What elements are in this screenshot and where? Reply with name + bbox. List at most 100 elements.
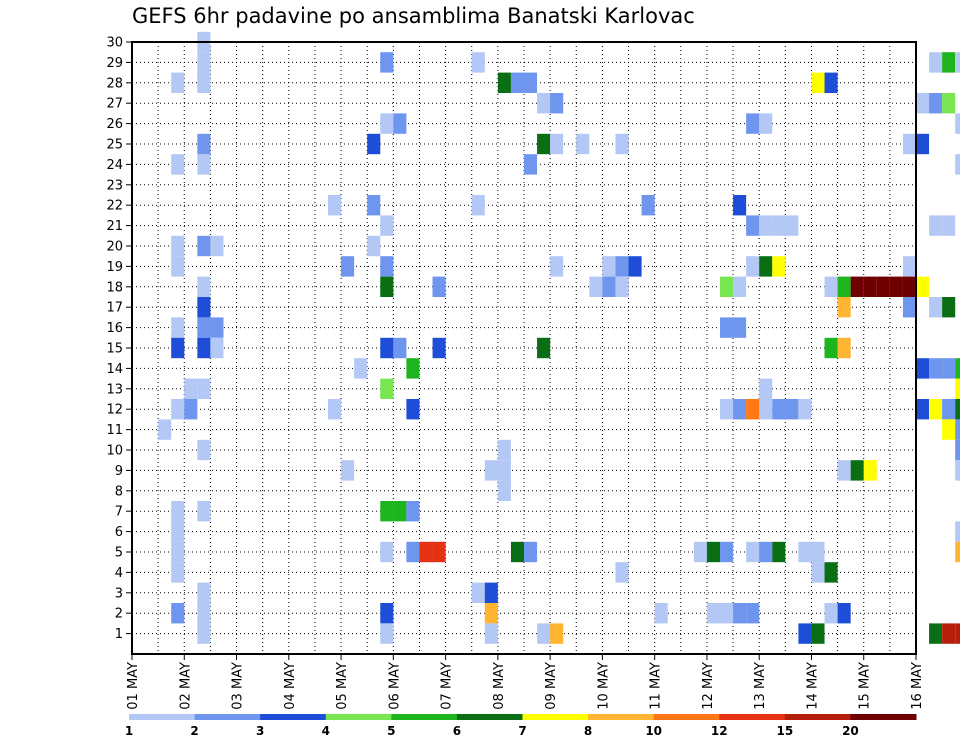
- heatmap-cell: [916, 276, 930, 297]
- heatmap-cell: [484, 603, 498, 624]
- heatmap-cell: [863, 276, 877, 297]
- heatmap-cell: [955, 419, 960, 440]
- heatmap-cells: [158, 31, 960, 644]
- heatmap-cell: [824, 562, 838, 583]
- heatmap-cell: [419, 541, 433, 563]
- heatmap-cell: [955, 154, 960, 175]
- heatmap-cell: [171, 501, 185, 522]
- heatmap-cell: [942, 358, 956, 379]
- x-tick-label: 04 MAY: [283, 662, 298, 710]
- heatmap-cell: [929, 52, 943, 73]
- heatmap-cell: [550, 133, 564, 155]
- x-tick-label: 03 MAY: [231, 662, 246, 710]
- colorbar-label: 20: [842, 724, 859, 738]
- heatmap-cell: [328, 195, 342, 216]
- heatmap-cell: [406, 399, 420, 420]
- heatmap-cell: [432, 276, 446, 297]
- heatmap-cell: [171, 256, 185, 277]
- heatmap-cell: [824, 603, 838, 624]
- heatmap-cell: [197, 297, 211, 318]
- colorbar-swatch: [456, 714, 523, 720]
- y-tick-label: 3: [115, 586, 123, 601]
- x-tick-label: 13 MAY: [753, 662, 768, 710]
- y-tick-label: 18: [106, 280, 123, 295]
- heatmap-cell: [929, 297, 943, 318]
- heatmap-cell: [197, 154, 211, 175]
- heatmap-cell: [197, 337, 211, 359]
- heatmap-cell: [589, 276, 603, 297]
- heatmap-cell: [955, 52, 960, 73]
- y-tick-label: 19: [106, 260, 123, 275]
- heatmap-cell: [746, 256, 760, 277]
- heatmap-cell: [197, 378, 211, 399]
- colorbar-swatch: [129, 714, 196, 720]
- heatmap-cell: [811, 562, 825, 583]
- heatmap-cell: [497, 480, 511, 501]
- heatmap-cell: [406, 541, 420, 563]
- heatmap-cell: [824, 276, 838, 297]
- heatmap-cell: [929, 215, 943, 236]
- heatmap-cell: [654, 603, 668, 624]
- heatmap-cell: [902, 276, 916, 297]
- x-tick-label: 16 MAY: [910, 662, 925, 710]
- heatmap-cell: [210, 337, 224, 359]
- colorbar-label: 1: [125, 724, 133, 738]
- heatmap-cell: [628, 256, 642, 277]
- heatmap-cell: [432, 541, 446, 563]
- y-tick-label: 9: [115, 464, 123, 479]
- heatmap-cell: [550, 93, 564, 114]
- y-tick-label: 28: [106, 76, 123, 91]
- colorbar-label: 4: [322, 724, 330, 738]
- y-tick-label: 11: [106, 423, 123, 438]
- y-tick-label: 10: [106, 444, 123, 459]
- heatmap-cell: [942, 399, 956, 420]
- heatmap-cell: [641, 195, 655, 216]
- heatmap-cell: [759, 399, 773, 420]
- heatmap-cell: [197, 317, 211, 338]
- heatmap-cell: [171, 317, 185, 338]
- y-tick-label: 8: [115, 484, 123, 499]
- heatmap-cell: [406, 358, 420, 379]
- heatmap-cell: [210, 317, 224, 338]
- heatmap-cell: [955, 399, 960, 420]
- chart-title: GEFS 6hr padavine po ansamblima Banatski…: [132, 4, 695, 28]
- heatmap-cell: [798, 399, 812, 420]
- heatmap-cell: [393, 113, 407, 134]
- heatmap-cell: [380, 256, 394, 277]
- heatmap-cell: [837, 297, 851, 318]
- heatmap-cell: [537, 623, 551, 644]
- heatmap-cell: [837, 337, 851, 359]
- heatmap-cell: [497, 439, 511, 461]
- heatmap-cell: [955, 358, 960, 379]
- y-tick-label: 14: [106, 362, 123, 377]
- heatmap-cell: [210, 235, 224, 257]
- x-tick-label: 08 MAY: [492, 662, 507, 710]
- heatmap-cell: [510, 541, 524, 563]
- heatmap-cell: [393, 337, 407, 359]
- colorbar-swatch: [325, 714, 392, 720]
- y-tick-label: 29: [106, 56, 123, 71]
- heatmap-cell: [367, 133, 381, 155]
- x-tick-label: 12 MAY: [701, 662, 716, 710]
- heatmap-cell: [537, 93, 551, 114]
- heatmap-cell: [955, 541, 960, 563]
- heatmap-cell: [497, 72, 511, 93]
- heatmap-cell: [171, 603, 185, 624]
- heatmap-cell: [471, 582, 485, 603]
- heatmap-cell: [746, 215, 760, 236]
- y-tick-label: 20: [106, 240, 123, 255]
- heatmap-cell: [876, 276, 890, 297]
- heatmap-cell: [811, 541, 825, 563]
- heatmap-cell: [341, 256, 355, 277]
- x-tick-label: 01 MAY: [126, 662, 141, 710]
- heatmap-cell: [171, 337, 185, 359]
- heatmap-cell: [798, 541, 812, 563]
- colorbar-swatch: [850, 714, 917, 720]
- heatmap-cell: [733, 195, 747, 216]
- heatmap-cell: [720, 399, 734, 420]
- y-tick-label: 1: [115, 627, 123, 642]
- heatmap-cell: [942, 419, 956, 440]
- heatmap-cell: [171, 562, 185, 583]
- colorbar: 1 2 3 4 5 6 7 8 10 12 15 20: [125, 714, 917, 738]
- heatmap-cell: [916, 358, 930, 379]
